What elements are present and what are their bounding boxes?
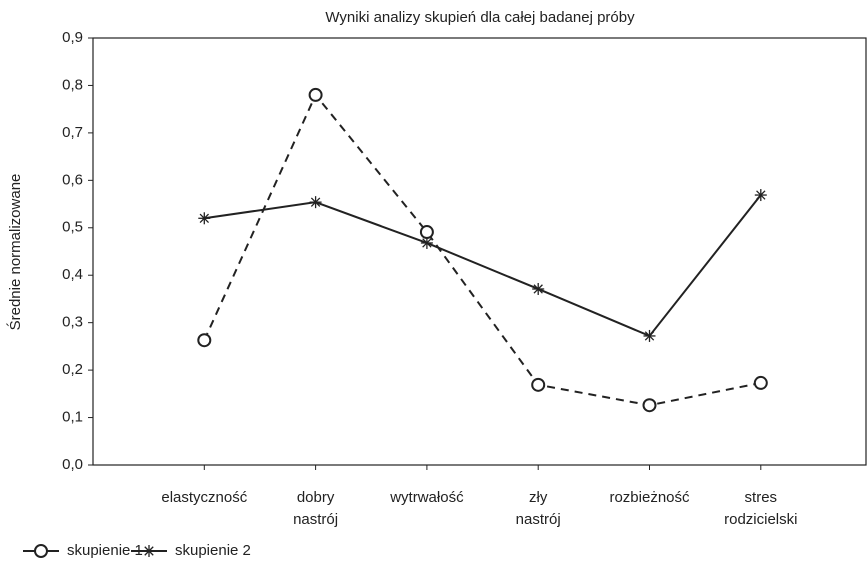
point-marker — [642, 398, 657, 413]
y-tick-label: 0,1 — [62, 409, 83, 426]
series-line — [203, 93, 761, 407]
plot-frame — [92, 37, 867, 466]
point-marker — [532, 282, 545, 295]
legend-label: skupienie 1 — [67, 542, 143, 559]
x-tick-label: elastyczność — [161, 489, 247, 506]
legend-marker — [34, 544, 48, 558]
point-marker — [197, 333, 212, 348]
point-marker — [198, 212, 211, 225]
chart-title: Wyniki analizy skupień dla całej badanej… — [325, 9, 635, 26]
x-tick-label: dobry nastrój — [293, 489, 338, 528]
point-marker — [419, 225, 434, 240]
star-stroke — [644, 331, 655, 341]
y-tick-label: 0,2 — [62, 361, 83, 378]
series-line — [204, 194, 762, 338]
legend-marker — [143, 545, 155, 557]
star-stroke — [144, 546, 154, 556]
star-stroke — [199, 213, 210, 223]
y-tick-label: 0,5 — [62, 219, 83, 236]
x-tick-label: wytrwałość — [389, 489, 464, 506]
star-stroke — [422, 238, 432, 248]
point-marker — [309, 196, 322, 209]
point-marker — [643, 329, 656, 342]
y-tick-label: 0,6 — [62, 171, 83, 188]
y-tick-label: 0,9 — [62, 29, 83, 46]
point-marker — [753, 375, 768, 390]
y-tick-label: 0,7 — [62, 124, 83, 141]
x-tick-label: stres rodzicielski — [724, 489, 797, 528]
y-tick-label: 0,8 — [62, 76, 83, 93]
star-stroke — [310, 197, 321, 207]
point-marker — [754, 189, 767, 202]
point-marker — [420, 236, 433, 249]
y-axis-label: Średnie normalizowane — [6, 174, 24, 331]
point-marker — [308, 87, 323, 102]
y-tick-label: 0,3 — [62, 314, 83, 331]
star-stroke — [533, 284, 543, 294]
point-marker — [531, 377, 546, 392]
x-tick-label: zły nastrój — [516, 489, 561, 528]
star-stroke — [756, 190, 766, 200]
y-tick-label: 0,0 — [62, 456, 83, 473]
y-tick-label: 0,4 — [62, 266, 83, 283]
x-tick-label: rozbieżność — [609, 489, 690, 506]
legend-label: skupienie 2 — [175, 542, 251, 559]
